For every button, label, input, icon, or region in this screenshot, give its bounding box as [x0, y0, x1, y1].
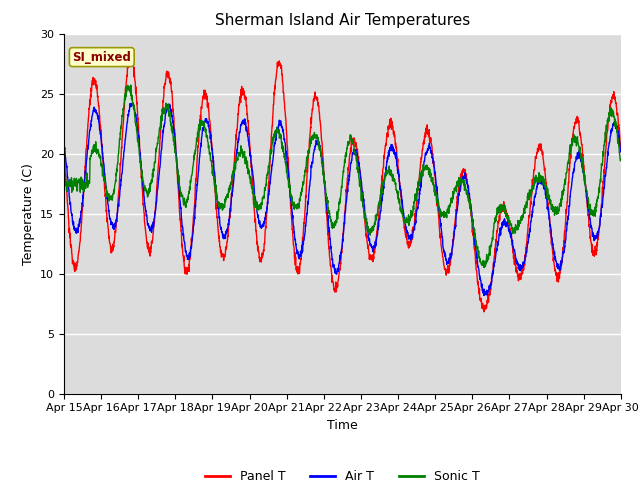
- Title: Sherman Island Air Temperatures: Sherman Island Air Temperatures: [215, 13, 470, 28]
- Sonic T: [481, 264, 488, 270]
- Air T: [359, 189, 367, 194]
- Sonic T: [127, 82, 134, 88]
- Sonic T: [568, 136, 576, 142]
- Panel T: [568, 135, 576, 141]
- Panel T: [127, 52, 134, 58]
- Air T: [505, 228, 513, 234]
- Air T: [568, 179, 576, 184]
- Panel T: [480, 309, 488, 315]
- Air T: [60, 142, 68, 147]
- Sonic T: [617, 156, 625, 162]
- Air T: [584, 201, 591, 206]
- Text: SI_mixed: SI_mixed: [72, 50, 131, 63]
- Panel T: [371, 249, 379, 254]
- Sonic T: [505, 214, 513, 220]
- Panel T: [359, 193, 367, 199]
- Line: Sonic T: Sonic T: [64, 85, 621, 267]
- Sonic T: [216, 202, 223, 208]
- Sonic T: [371, 222, 379, 228]
- Air T: [617, 149, 625, 155]
- Air T: [129, 100, 137, 106]
- X-axis label: Time: Time: [327, 419, 358, 432]
- Panel T: [584, 205, 591, 211]
- Air T: [371, 244, 379, 250]
- Sonic T: [60, 182, 68, 188]
- Panel T: [216, 238, 223, 244]
- Line: Air T: Air T: [64, 103, 621, 296]
- Line: Panel T: Panel T: [64, 55, 621, 312]
- Panel T: [617, 149, 625, 155]
- Legend: Panel T, Air T, Sonic T: Panel T, Air T, Sonic T: [200, 465, 485, 480]
- Air T: [480, 293, 488, 299]
- Panel T: [60, 146, 68, 152]
- Sonic T: [359, 201, 367, 207]
- Panel T: [505, 221, 513, 227]
- Air T: [216, 214, 223, 220]
- Sonic T: [584, 196, 591, 202]
- Y-axis label: Temperature (C): Temperature (C): [22, 163, 35, 264]
